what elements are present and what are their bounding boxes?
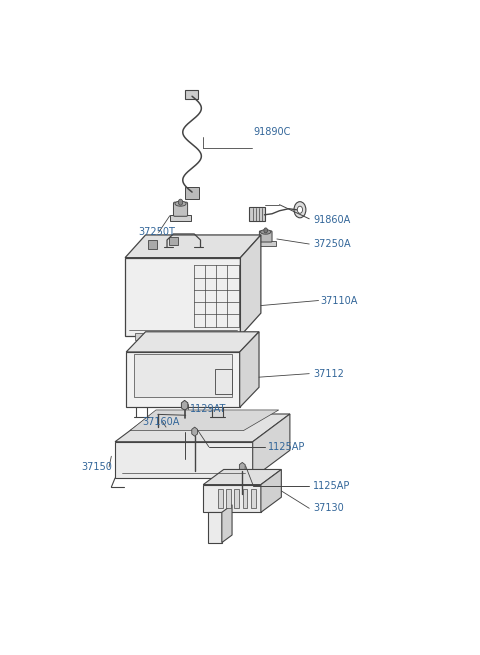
Polygon shape: [203, 485, 261, 512]
FancyBboxPatch shape: [256, 241, 276, 246]
Text: 37250T: 37250T: [138, 227, 175, 237]
Text: 37112: 37112: [313, 369, 344, 379]
FancyBboxPatch shape: [135, 333, 145, 341]
Text: 37130: 37130: [313, 503, 344, 514]
Text: 91890C: 91890C: [253, 126, 291, 136]
FancyBboxPatch shape: [226, 489, 231, 508]
FancyBboxPatch shape: [169, 237, 178, 246]
Polygon shape: [126, 332, 259, 352]
Polygon shape: [252, 414, 290, 478]
Circle shape: [178, 199, 183, 205]
Circle shape: [186, 424, 191, 430]
Polygon shape: [115, 414, 290, 441]
Text: 37250A: 37250A: [313, 239, 350, 249]
Circle shape: [173, 424, 178, 430]
Polygon shape: [261, 470, 281, 512]
FancyBboxPatch shape: [218, 489, 223, 508]
Polygon shape: [240, 462, 245, 472]
Circle shape: [264, 228, 267, 233]
FancyBboxPatch shape: [148, 240, 157, 249]
FancyBboxPatch shape: [249, 207, 265, 221]
Text: 91860A: 91860A: [313, 215, 350, 225]
FancyBboxPatch shape: [133, 354, 232, 398]
FancyBboxPatch shape: [234, 489, 240, 508]
Polygon shape: [115, 441, 252, 478]
Polygon shape: [125, 257, 240, 336]
Ellipse shape: [175, 201, 186, 206]
Polygon shape: [192, 427, 198, 436]
Polygon shape: [240, 235, 261, 336]
FancyBboxPatch shape: [202, 333, 212, 341]
Text: 37150: 37150: [81, 462, 112, 472]
Polygon shape: [166, 422, 202, 432]
FancyBboxPatch shape: [216, 369, 232, 394]
Polygon shape: [240, 332, 259, 407]
FancyBboxPatch shape: [173, 202, 188, 216]
Polygon shape: [181, 400, 188, 411]
Polygon shape: [222, 505, 232, 542]
Polygon shape: [166, 415, 211, 422]
Polygon shape: [126, 352, 240, 407]
Text: 37160A: 37160A: [142, 417, 179, 426]
FancyBboxPatch shape: [243, 489, 248, 508]
Polygon shape: [125, 235, 261, 257]
Circle shape: [297, 206, 302, 214]
Ellipse shape: [261, 230, 271, 234]
Text: 1125AP: 1125AP: [268, 441, 306, 452]
Polygon shape: [130, 410, 279, 430]
Text: 37110A: 37110A: [321, 295, 358, 305]
FancyBboxPatch shape: [172, 333, 182, 341]
FancyBboxPatch shape: [170, 215, 192, 221]
Text: 1129AT: 1129AT: [190, 404, 227, 414]
FancyBboxPatch shape: [185, 187, 199, 198]
FancyBboxPatch shape: [185, 90, 198, 99]
FancyBboxPatch shape: [251, 489, 256, 508]
Polygon shape: [203, 470, 281, 485]
Circle shape: [294, 202, 306, 218]
Text: 1125AP: 1125AP: [313, 481, 350, 491]
Polygon shape: [208, 512, 222, 542]
FancyBboxPatch shape: [259, 231, 272, 242]
